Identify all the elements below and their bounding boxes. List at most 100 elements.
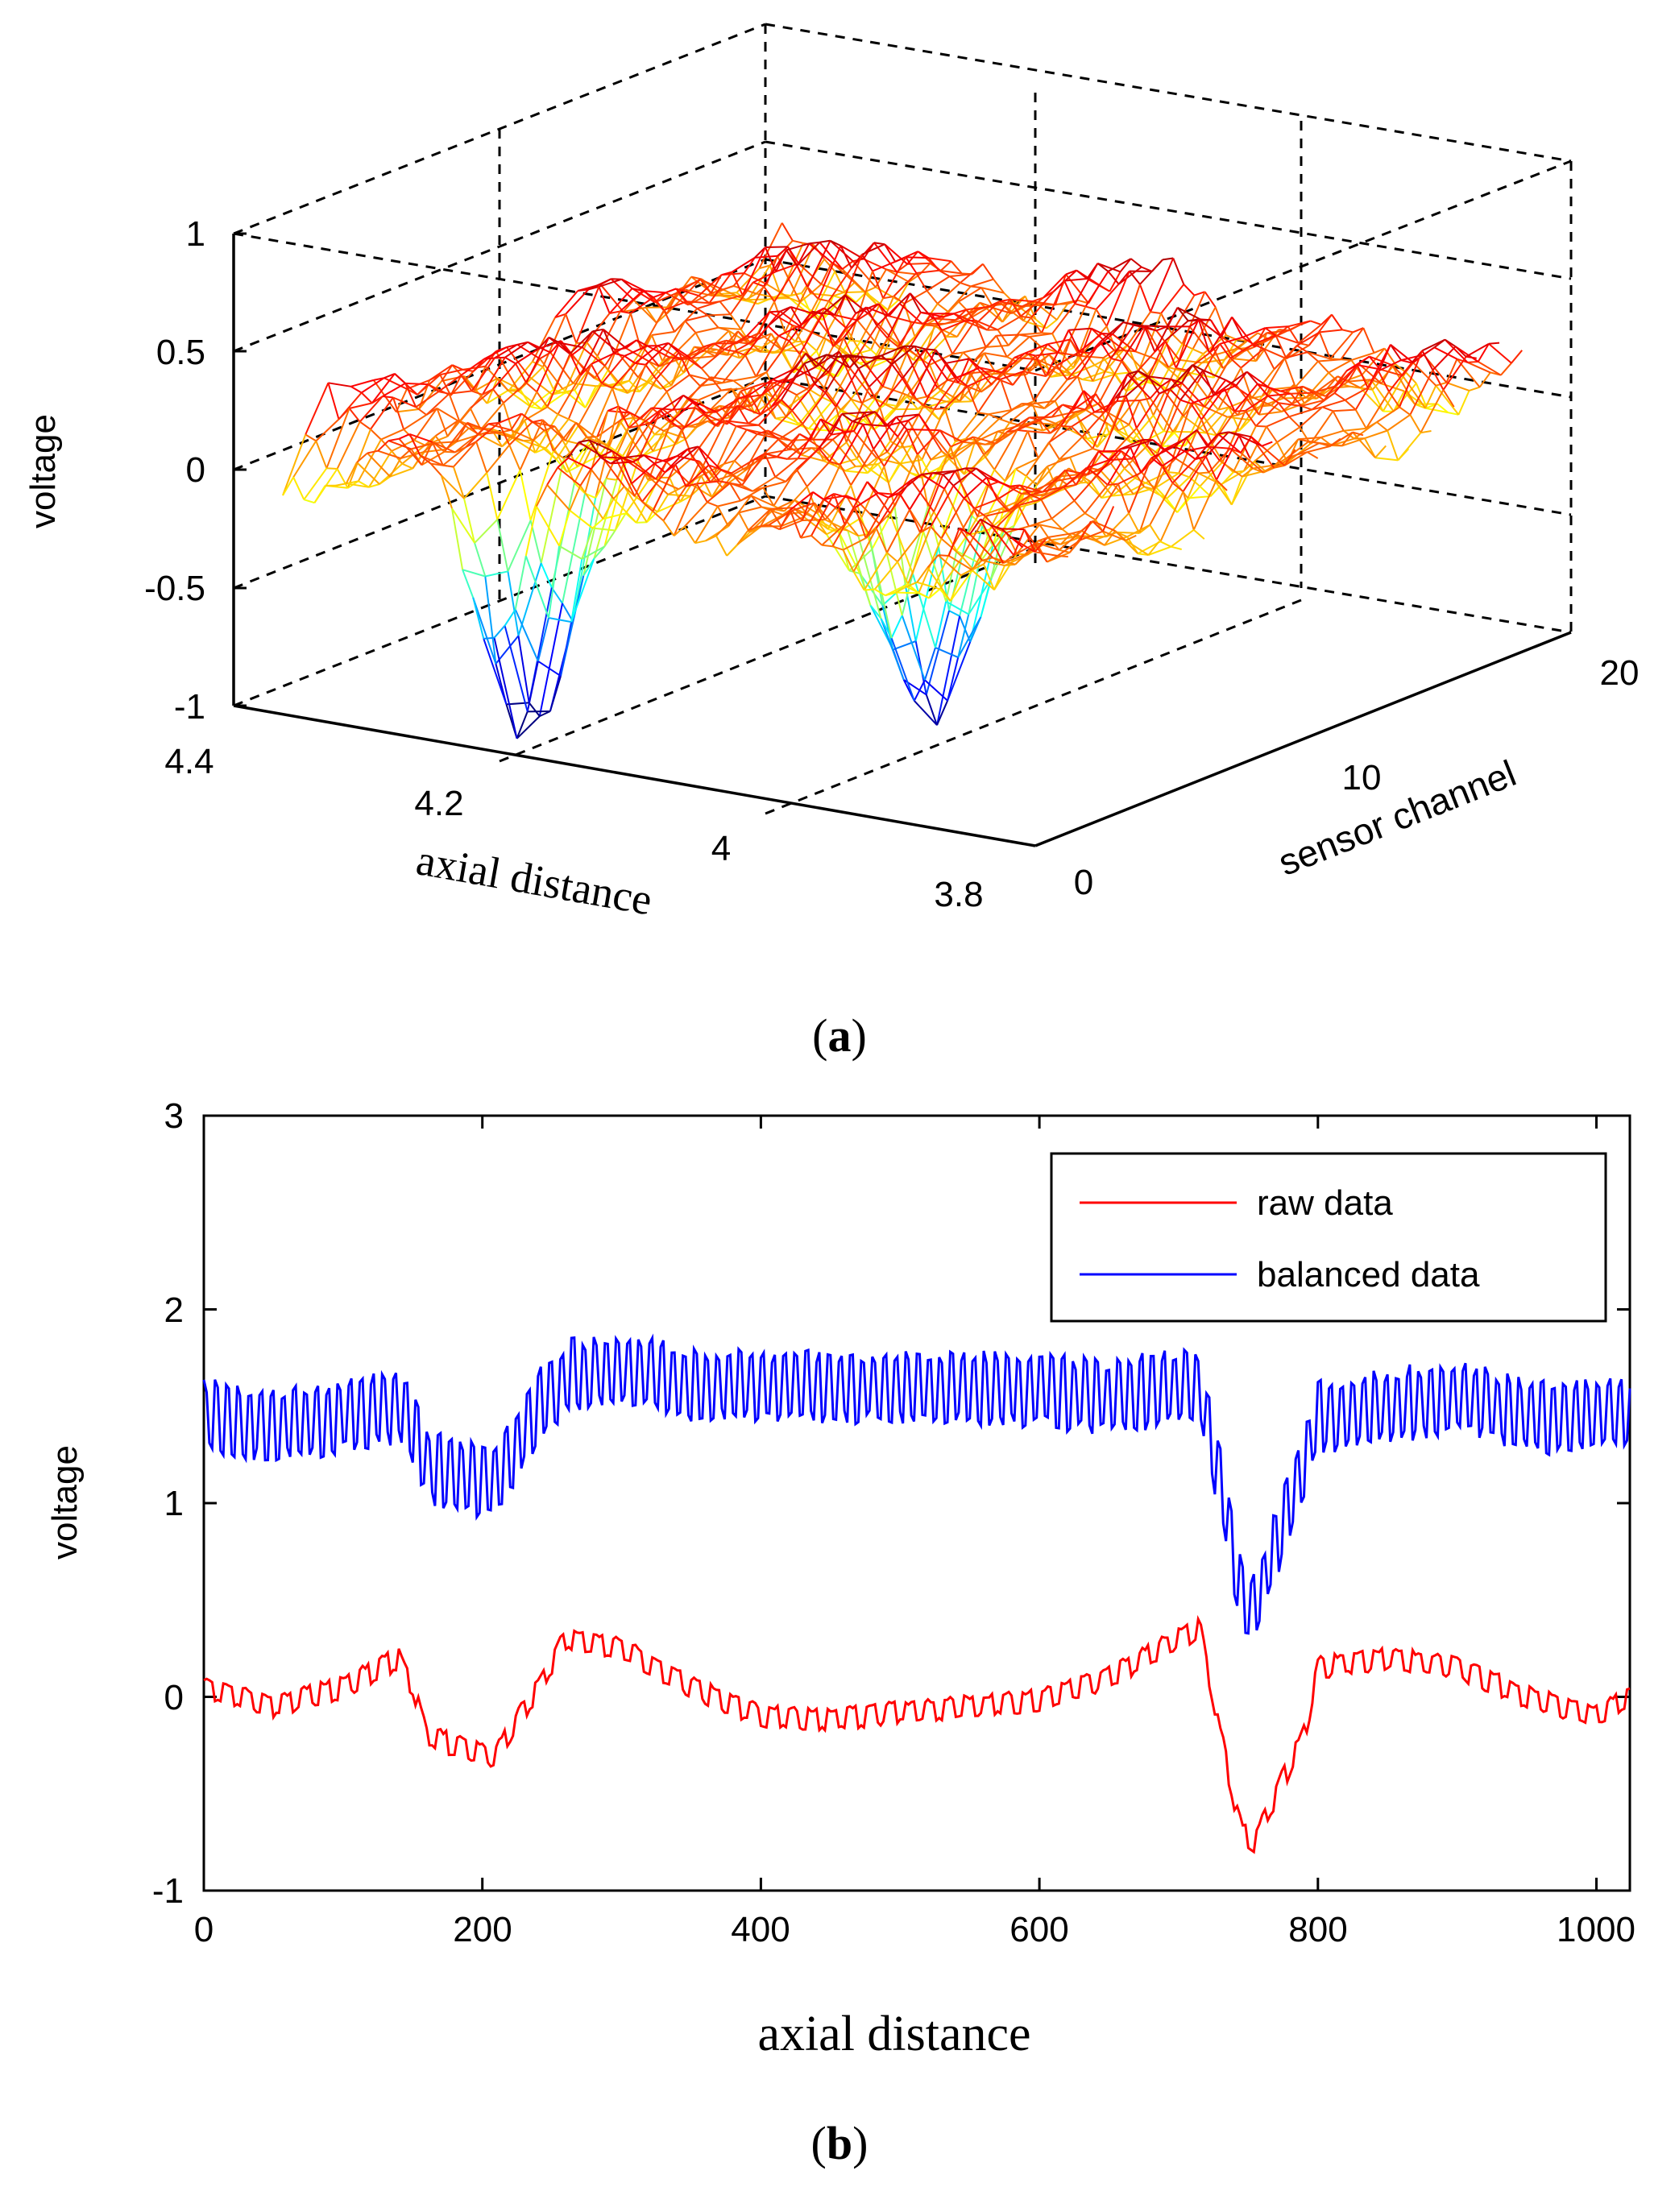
surface-mesh-segment — [1130, 446, 1142, 474]
surface-mesh-segment — [1060, 535, 1084, 545]
surface-mesh-segment — [881, 605, 894, 650]
surface-mesh-segment — [723, 349, 736, 353]
surface-mesh-segment — [1149, 524, 1162, 542]
surface-mesh-segment — [559, 342, 582, 349]
surface-mesh-segment — [964, 467, 989, 487]
surface-mesh-segment — [853, 325, 878, 362]
surface-mesh-segment — [1388, 391, 1400, 408]
surface-mesh-segment — [868, 533, 893, 639]
surface-mesh-segment — [1106, 446, 1131, 486]
surface-mesh-segment — [914, 546, 939, 642]
surface-mesh-segment — [1317, 358, 1341, 362]
surface-mesh-segment — [810, 493, 835, 536]
surface-mesh-segment — [721, 474, 734, 489]
surface-mesh-segment — [567, 441, 580, 459]
surface-mesh-segment — [637, 376, 661, 390]
surface-mesh-segment — [714, 420, 726, 427]
surface-mesh-segment — [1261, 358, 1286, 397]
surface-mesh-segment — [405, 382, 429, 386]
surface-mesh-segment — [1287, 320, 1311, 328]
surface-mesh-segment — [436, 408, 449, 437]
surface-mesh-segment — [831, 438, 856, 467]
surface-mesh-segment — [661, 408, 686, 429]
surface-mesh-segment — [824, 507, 836, 520]
surface-mesh-segment — [764, 246, 777, 272]
panel-a-y-tick-0: 0 — [1074, 863, 1093, 902]
surface-mesh-segment — [582, 478, 607, 577]
surface-mesh-segment — [1258, 387, 1271, 416]
surface-mesh-segment — [419, 454, 432, 465]
surface-mesh-segment — [458, 420, 470, 429]
surface-mesh-segment — [1047, 536, 1060, 551]
surface-mesh-segment — [787, 458, 798, 460]
surface-mesh-segment — [1424, 407, 1449, 414]
surface-mesh-segment — [622, 299, 635, 313]
surface-mesh-segment — [1374, 347, 1385, 354]
panel-b-y-label: voltage — [45, 1445, 85, 1560]
surface-mesh-segment — [1149, 386, 1162, 400]
surface-mesh-segment — [672, 407, 696, 411]
surface-mesh-segment — [1190, 394, 1214, 404]
surface-mesh-segment — [1291, 386, 1304, 404]
surface-mesh-segment — [1217, 431, 1229, 435]
surface-mesh-segment — [1042, 469, 1066, 493]
surface-mesh-segment — [965, 413, 989, 440]
surface-mesh-segment — [434, 420, 459, 437]
surface-mesh-segment — [950, 260, 963, 275]
surface-mesh-segment — [825, 338, 849, 357]
surface-mesh-segment — [616, 388, 628, 394]
surface-mesh-segment — [1374, 457, 1399, 462]
surface-mesh-segment — [1448, 412, 1459, 416]
surface-mesh-segment — [1257, 383, 1281, 392]
surface-mesh-segment — [1012, 371, 1024, 386]
surface-mesh-segment — [1400, 359, 1412, 364]
surface-mesh-segment — [696, 480, 719, 485]
surface-mesh-segment — [1143, 325, 1156, 353]
surface-mesh-segment — [784, 286, 809, 333]
panel-b-x-label: axial distance — [757, 2007, 1030, 2061]
surface-mesh-segment — [674, 464, 687, 487]
surface-mesh-segment — [1027, 430, 1051, 434]
surface-mesh-segment — [1102, 396, 1127, 453]
surface-mesh-segment — [549, 675, 562, 712]
surface-mesh-segment — [465, 423, 489, 448]
surface-mesh-segment — [1073, 499, 1086, 514]
surface-mesh-segment — [1299, 406, 1324, 429]
surface-mesh-segment — [1113, 350, 1138, 380]
surface-mesh-segment — [993, 429, 1018, 470]
surface-mesh-segment — [893, 272, 918, 297]
surface-mesh-segment — [726, 544, 738, 557]
surface-mesh-segment — [998, 417, 1010, 424]
surface-mesh-segment — [985, 433, 1009, 445]
surface-mesh-segment — [1024, 352, 1036, 357]
surface-mesh-segment — [976, 418, 1000, 441]
surface-mesh-segment — [636, 521, 647, 524]
surface-mesh-segment — [1047, 555, 1059, 563]
surface-mesh-segment — [1262, 466, 1275, 474]
surface-mesh-segment — [773, 468, 798, 507]
surface-mesh-segment — [784, 331, 796, 342]
surface-mesh-segment — [487, 421, 500, 425]
surface-mesh-segment — [675, 288, 699, 297]
surface-mesh-segment — [1376, 421, 1388, 432]
surface-mesh-segment — [1279, 385, 1304, 392]
surface-mesh-segment — [911, 573, 936, 648]
surface-mesh-segment — [926, 396, 950, 404]
surface-mesh-segment — [1000, 379, 1013, 411]
surface-mesh-segment — [1340, 327, 1365, 360]
panel-a-caption: (a) — [812, 1009, 867, 1062]
surface-mesh-segment — [599, 284, 624, 313]
surface-mesh-segment — [368, 450, 392, 488]
surface-mesh-segment — [852, 411, 876, 422]
surface-mesh-segment — [758, 311, 771, 333]
surface-mesh-segment — [690, 275, 703, 280]
surface-mesh-segment — [980, 287, 1005, 294]
surface-mesh-segment — [1076, 341, 1101, 377]
surface-mesh-segment — [1164, 340, 1177, 369]
surface-mesh-segment — [882, 256, 907, 299]
surface-mesh-segment — [305, 433, 317, 442]
surface-mesh-segment — [1278, 402, 1302, 407]
surface-mesh-segment — [888, 491, 900, 499]
surface-mesh-segment — [947, 528, 960, 557]
surface-mesh-segment — [670, 358, 683, 386]
